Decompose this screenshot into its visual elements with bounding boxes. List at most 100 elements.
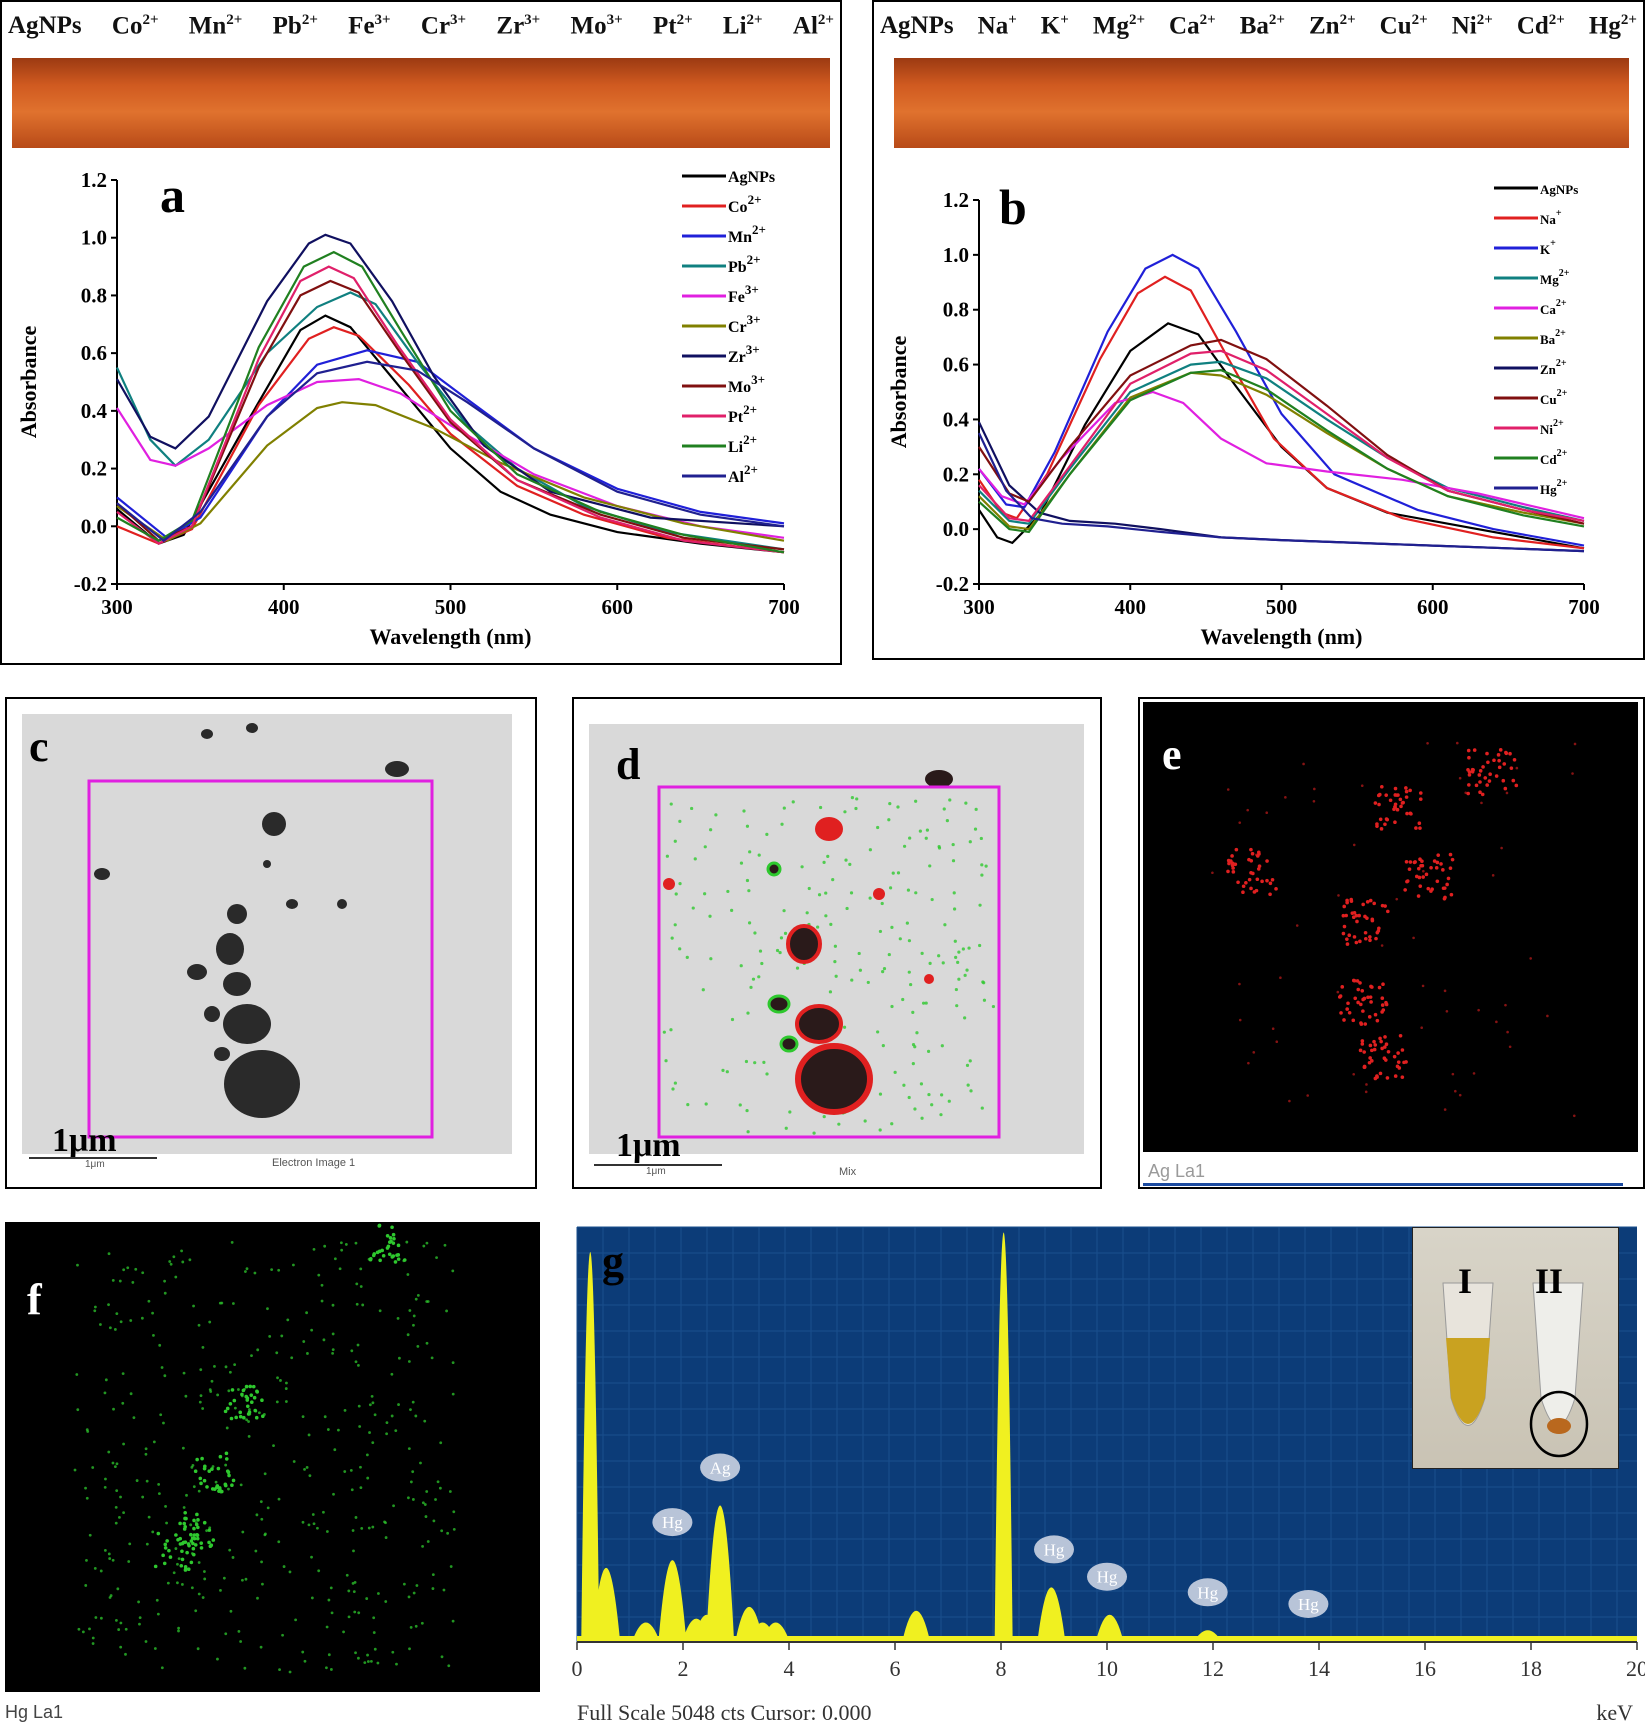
hg-dot <box>744 1059 749 1064</box>
footer-text: Full Scale 5048 cts Cursor: 0.000 <box>577 1700 872 1725</box>
ag-dot <box>1337 995 1342 999</box>
hg-dot <box>174 1533 178 1537</box>
hg-dot <box>192 1518 196 1523</box>
hg-dot <box>255 1390 260 1394</box>
hg-dot <box>940 1044 944 1048</box>
ag-dot <box>1260 879 1264 884</box>
tubes: I II <box>1442 1261 1589 1458</box>
hg-dot <box>113 1465 117 1468</box>
y-tick-label: 0.4 <box>81 399 108 423</box>
hg-dot <box>407 1360 411 1363</box>
hg-dot <box>957 977 961 981</box>
hg-dot <box>965 968 969 972</box>
hg-dot <box>162 1561 167 1566</box>
hg-dot <box>914 799 918 803</box>
hg-dot <box>303 1659 307 1663</box>
hg-dot <box>822 860 826 864</box>
hg-dot <box>138 1616 142 1620</box>
caption-f: Hg La1 <box>5 1702 64 1723</box>
ag-dot <box>1504 1003 1507 1007</box>
hg-dot <box>926 1049 931 1053</box>
hg-dot <box>305 1466 309 1469</box>
hg-dot <box>890 1122 894 1126</box>
hg-dot <box>372 1616 376 1620</box>
ag-dot <box>1436 853 1441 857</box>
peak-0 <box>581 1252 600 1642</box>
ag-dot <box>1487 779 1492 783</box>
hg-dot <box>941 961 945 965</box>
hg-dot <box>670 936 674 940</box>
ag-dot <box>1370 1059 1374 1063</box>
ag-dot <box>1445 1009 1449 1013</box>
hg-dot <box>753 931 757 935</box>
hg-dot <box>141 1271 145 1275</box>
ag-dot <box>1467 773 1472 777</box>
hg-dot <box>245 1267 249 1271</box>
ag-dot <box>1241 890 1245 894</box>
hg-dot <box>316 1526 319 1530</box>
hg-dot <box>858 968 862 972</box>
hg-dot <box>753 1061 757 1065</box>
hg-dot <box>224 1451 229 1456</box>
ag-dot <box>1573 742 1577 746</box>
vial-label: Zn2+ <box>1308 12 1356 40</box>
hg-dot <box>762 1060 766 1064</box>
ag-dot <box>1470 769 1475 774</box>
hg-dot <box>233 1406 237 1410</box>
hg-dot <box>91 1636 95 1640</box>
hg-dot <box>350 1488 354 1492</box>
hg-dot <box>197 1592 201 1596</box>
hg-dot <box>882 967 887 971</box>
hg-dot <box>161 1553 165 1558</box>
legend-entry: AgNPs <box>728 169 775 186</box>
ag-dot <box>1497 758 1501 763</box>
hg-dot <box>108 1596 112 1599</box>
ag-dot <box>1375 1018 1380 1023</box>
ag-dot <box>1418 791 1423 795</box>
hg-dot <box>984 864 988 868</box>
hg-dot <box>345 1573 349 1577</box>
ag-dot <box>1372 1039 1376 1044</box>
ag-dot <box>1265 811 1269 815</box>
hg-dot <box>368 1257 373 1262</box>
hg-dot <box>307 1433 311 1437</box>
hg-dot <box>231 1478 236 1483</box>
ag-dot <box>1418 797 1423 801</box>
ag-dot <box>1381 982 1385 987</box>
element-label-4: Hg <box>1197 1583 1218 1602</box>
ag-dot <box>1508 1045 1512 1049</box>
hg-dot <box>228 1548 232 1552</box>
hg-dot <box>939 1113 943 1117</box>
hg-dot <box>195 1532 199 1537</box>
hg-dot <box>842 1025 847 1029</box>
hg-dot <box>354 1516 358 1519</box>
ag-dot <box>1378 792 1382 797</box>
hg-dot <box>913 1045 917 1049</box>
legend-entry: Pb2+ <box>728 252 761 276</box>
vial-label: Mo3+ <box>570 12 623 40</box>
hg-dot <box>795 966 800 970</box>
hg-dot <box>405 1240 409 1244</box>
hg-dot <box>902 1083 906 1087</box>
ag-dot <box>1404 1060 1408 1064</box>
x-tick-label: 16 <box>1414 1656 1436 1681</box>
hg-dot <box>192 1533 197 1537</box>
hg-dot <box>260 1560 263 1564</box>
ag-dot <box>1393 820 1397 825</box>
hg-dot <box>112 1407 115 1411</box>
x-tick-label: 400 <box>268 595 300 619</box>
hg-dot <box>338 1267 342 1271</box>
peak-6 <box>706 1505 735 1642</box>
hg-dot <box>924 1001 928 1005</box>
ag-dot <box>1404 789 1409 794</box>
hg-dot <box>244 1394 249 1399</box>
y-tick-label: 0.8 <box>943 298 969 322</box>
ag-dot <box>1347 1010 1352 1015</box>
hg-dot <box>918 829 922 833</box>
hg-dot <box>325 1530 329 1533</box>
hg-dot <box>194 1522 199 1527</box>
hg-dot <box>177 1557 181 1561</box>
particles <box>94 723 409 1118</box>
hg-dot <box>249 1393 254 1397</box>
hg-dot <box>745 1108 749 1113</box>
